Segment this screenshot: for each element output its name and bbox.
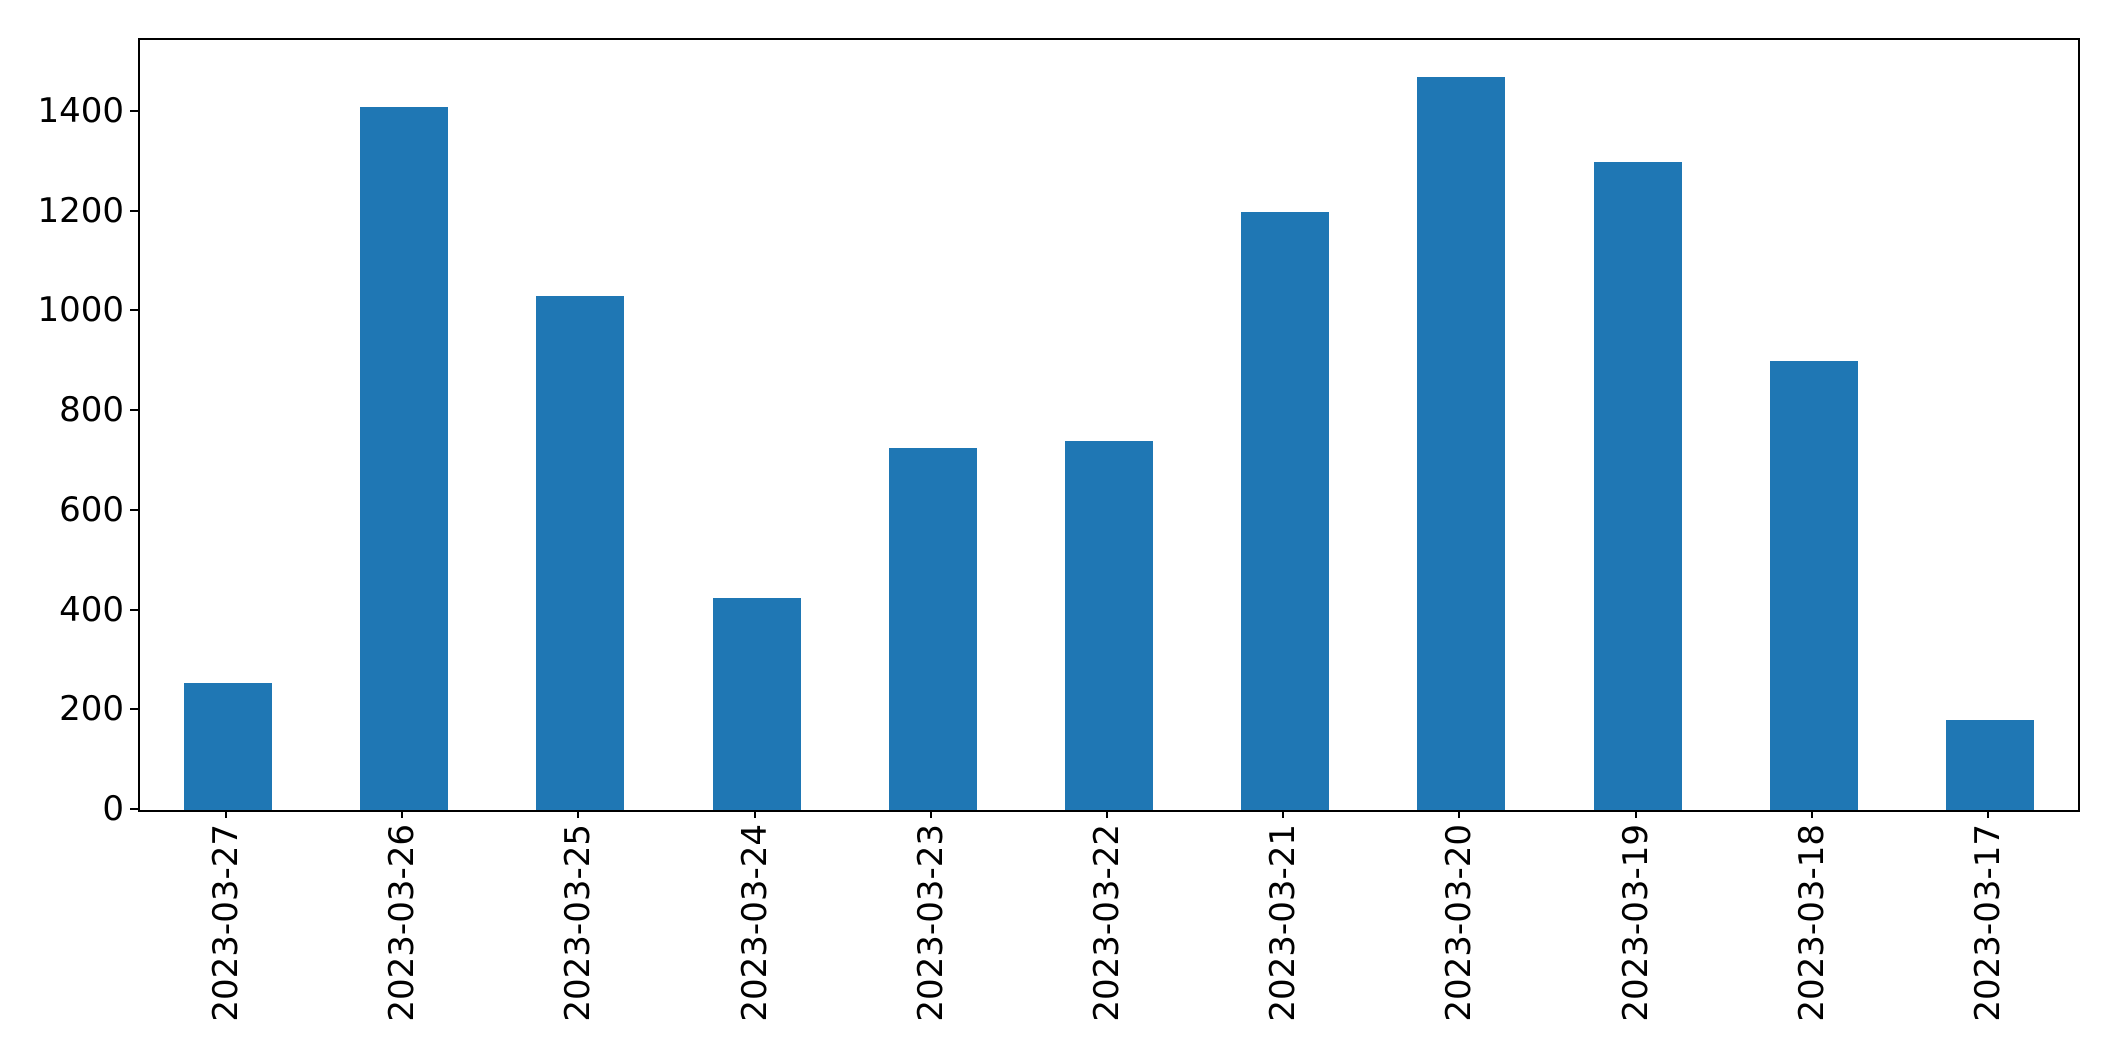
y-tick-mark [130, 509, 138, 511]
y-tick-mark [130, 609, 138, 611]
x-tick-mark [1106, 810, 1108, 818]
x-tick-label: 2023-03-24 [735, 824, 775, 1022]
x-tick-mark [577, 810, 579, 818]
x-tick-label: 2023-03-27 [206, 824, 246, 1022]
x-tick-mark [225, 810, 227, 818]
x-tick-mark [1282, 810, 1284, 818]
x-tick-label: 2023-03-20 [1439, 824, 1479, 1022]
y-tick-label: 0 [102, 789, 124, 829]
bar [1770, 361, 1858, 810]
bar [1594, 162, 1682, 810]
bar [360, 107, 448, 810]
y-tick-label: 600 [59, 490, 124, 530]
y-tick-mark [130, 808, 138, 810]
x-tick-label: 2023-03-26 [382, 824, 422, 1022]
y-tick-mark [130, 210, 138, 212]
x-tick-label: 2023-03-19 [1616, 824, 1656, 1022]
y-tick-mark [130, 708, 138, 710]
y-tick-mark [130, 409, 138, 411]
bar [184, 683, 272, 810]
x-tick-mark [1811, 810, 1813, 818]
y-tick-label: 1000 [37, 290, 124, 330]
bar [713, 598, 801, 810]
x-tick-mark [401, 810, 403, 818]
bar [1417, 77, 1505, 810]
x-tick-mark [1458, 810, 1460, 818]
x-tick-mark [930, 810, 932, 818]
bar [1241, 212, 1329, 810]
y-tick-label: 1200 [37, 191, 124, 231]
x-tick-label: 2023-03-23 [911, 824, 951, 1022]
y-tick-label: 1400 [37, 91, 124, 131]
y-tick-mark [130, 309, 138, 311]
bar [536, 296, 624, 810]
x-tick-label: 2023-03-17 [1968, 824, 2008, 1022]
x-tick-label: 2023-03-22 [1087, 824, 1127, 1022]
x-tick-label: 2023-03-25 [558, 824, 598, 1022]
y-tick-label: 400 [59, 590, 124, 630]
x-tick-mark [1635, 810, 1637, 818]
x-tick-label: 2023-03-21 [1263, 824, 1303, 1022]
y-tick-mark [130, 110, 138, 112]
x-tick-mark [1987, 810, 1989, 818]
y-tick-label: 800 [59, 390, 124, 430]
x-tick-label: 2023-03-18 [1792, 824, 1832, 1022]
x-tick-mark [754, 810, 756, 818]
bar [1946, 720, 2034, 810]
bar [1065, 441, 1153, 810]
bar [889, 448, 977, 810]
plot-area [138, 38, 2080, 812]
y-tick-label: 200 [59, 689, 124, 729]
